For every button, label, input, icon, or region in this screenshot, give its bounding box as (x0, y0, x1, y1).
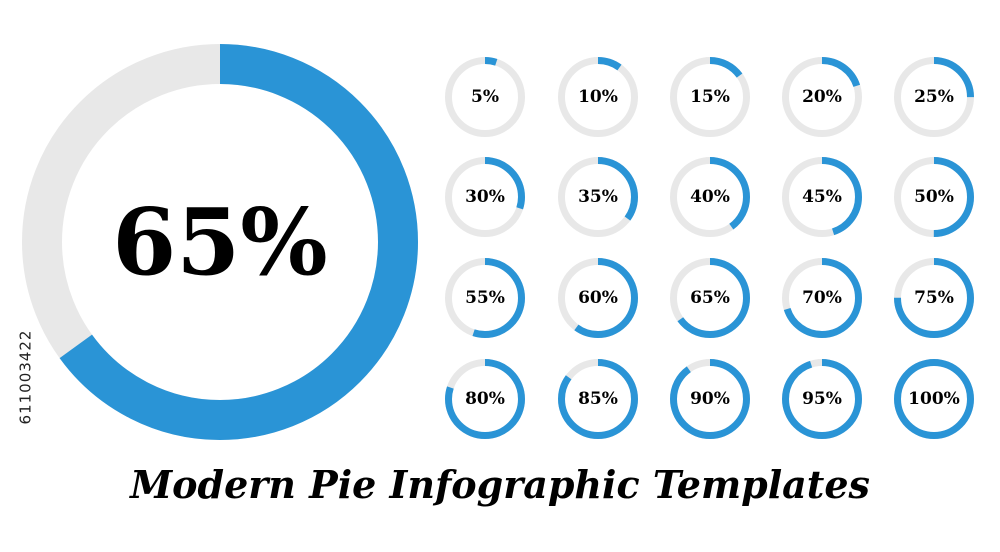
template-ring: 30% (445, 157, 525, 237)
ring-percent-label: 15% (690, 87, 730, 107)
ring-percent-label: 5% (471, 87, 499, 107)
ring-percent-label: 35% (578, 187, 618, 207)
ring-percent-label: 65% (112, 188, 327, 296)
ring-percent-label: 90% (690, 389, 730, 409)
ring-percent-label: 10% (578, 87, 618, 107)
template-ring: 85% (558, 359, 638, 439)
ring-progress-arc (782, 157, 862, 237)
ring-progress-arc (782, 258, 862, 338)
main-progress-ring: 65% (22, 44, 418, 440)
ring-progress-arc (22, 44, 418, 440)
ring-progress-arc (894, 57, 974, 137)
template-ring: 35% (558, 157, 638, 237)
ring-progress-arc (445, 258, 525, 338)
template-ring: 70% (782, 258, 862, 338)
template-ring: 50% (894, 157, 974, 237)
infographic-title: Modern Pie Infographic Templates (130, 462, 870, 507)
template-ring: 60% (558, 258, 638, 338)
ring-progress-arc (445, 57, 525, 137)
ring-progress-arc (782, 359, 862, 439)
template-ring: 45% (782, 157, 862, 237)
template-ring: 95% (782, 359, 862, 439)
ring-progress-arc (445, 157, 525, 237)
ring-progress-arc (445, 359, 525, 439)
template-ring: 65% (670, 258, 750, 338)
ring-percent-label: 65% (690, 288, 730, 308)
ring-percent-label: 75% (914, 288, 954, 308)
ring-percent-label: 20% (802, 87, 842, 107)
template-ring: 80% (445, 359, 525, 439)
ring-progress-arc (670, 157, 750, 237)
ring-progress-arc (670, 258, 750, 338)
ring-progress-arc (558, 57, 638, 137)
template-ring: 90% (670, 359, 750, 439)
ring-progress-arc (782, 57, 862, 137)
template-ring: 25% (894, 57, 974, 137)
ring-progress-arc (894, 359, 974, 439)
ring-percent-label: 95% (802, 389, 842, 409)
template-ring: 75% (894, 258, 974, 338)
ring-percent-label: 100% (908, 389, 960, 409)
template-ring: 15% (670, 57, 750, 137)
ring-percent-label: 70% (802, 288, 842, 308)
ring-percent-label: 30% (465, 187, 505, 207)
ring-percent-label: 85% (578, 389, 618, 409)
ring-percent-label: 50% (914, 187, 954, 207)
template-ring: 40% (670, 157, 750, 237)
ring-percent-label: 60% (578, 288, 618, 308)
ring-percent-label: 25% (914, 87, 954, 107)
ring-progress-arc (558, 157, 638, 237)
template-ring: 5% (445, 57, 525, 137)
ring-progress-arc (670, 57, 750, 137)
ring-progress-arc (670, 359, 750, 439)
ring-progress-arc (894, 157, 974, 237)
ring-progress-arc (558, 359, 638, 439)
ring-progress-arc (894, 258, 974, 338)
template-ring: 100% (894, 359, 974, 439)
ring-progress-arc (558, 258, 638, 338)
ring-percent-label: 55% (465, 288, 505, 308)
template-ring: 10% (558, 57, 638, 137)
ring-percent-label: 45% (802, 187, 842, 207)
stock-id: 611003422 (16, 329, 35, 425)
template-ring: 55% (445, 258, 525, 338)
ring-percent-label: 40% (690, 187, 730, 207)
template-ring: 20% (782, 57, 862, 137)
ring-percent-label: 80% (465, 389, 505, 409)
